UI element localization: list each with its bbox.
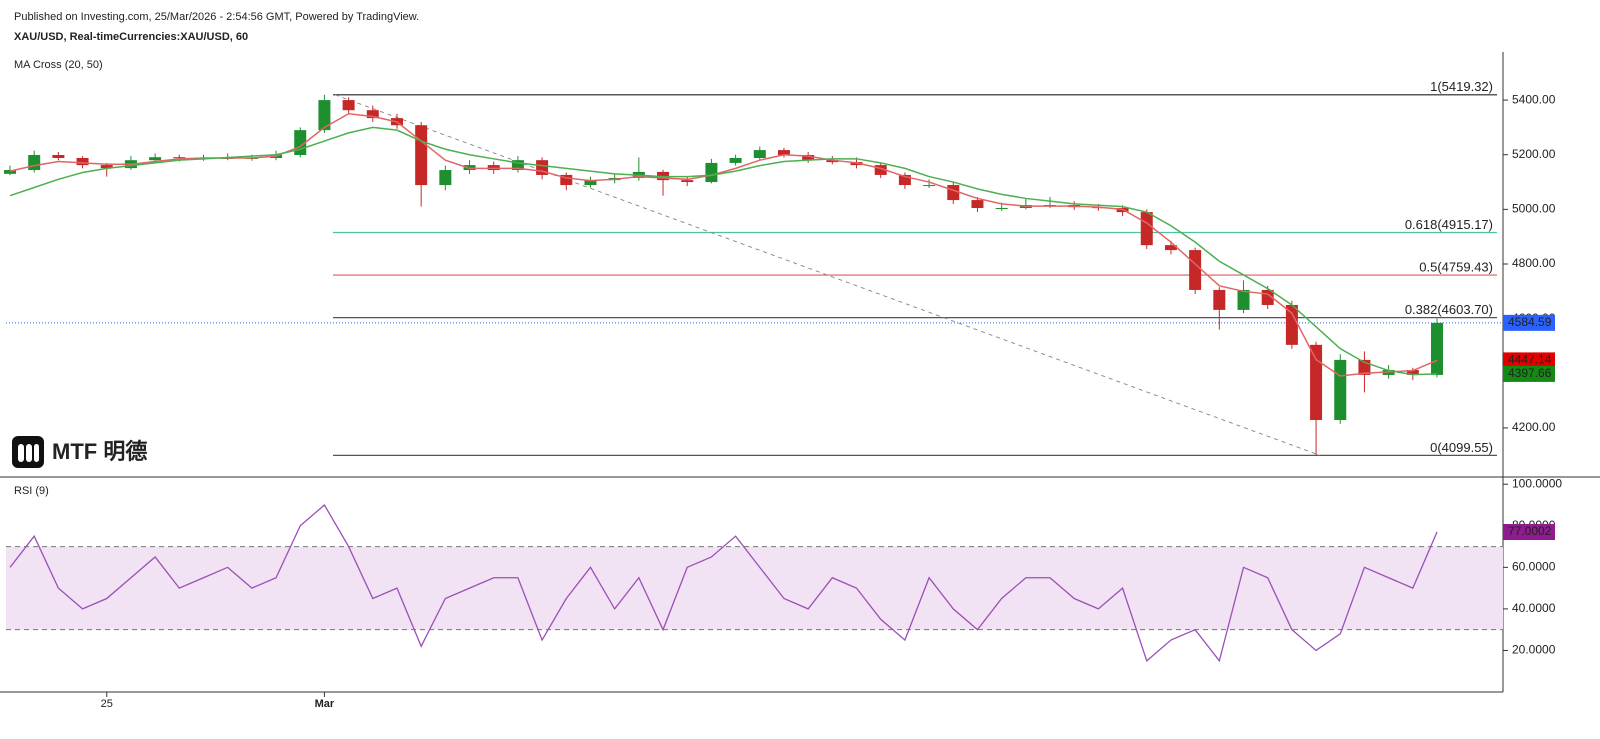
candle-body (1237, 289, 1250, 310)
candle-body (511, 160, 524, 171)
price-tag-label: 4584.59 (1508, 315, 1552, 329)
price-tag (1503, 524, 1555, 541)
ma-line (9, 126, 1438, 376)
candle-body (1164, 245, 1177, 251)
candle-body (1140, 212, 1153, 246)
candle-body (1431, 322, 1443, 375)
candle-body (874, 165, 887, 175)
published: Published on Investing.com, 25/Mar/2026 … (14, 11, 419, 23)
candle-body (560, 174, 573, 186)
price-tag (1503, 365, 1555, 382)
price-tag-label: 77.0002 (1508, 524, 1552, 538)
y-tick-label: 4200.00 (1512, 420, 1556, 434)
price-tag-label: 4397.66 (1508, 366, 1552, 380)
candle-body (415, 125, 428, 186)
ma-line (9, 112, 1438, 377)
candle-body (439, 170, 452, 186)
candle-body (995, 207, 1008, 209)
candle-body (898, 174, 911, 186)
logo: MTF 明德 (12, 436, 147, 468)
candle-body (1334, 359, 1347, 420)
candle-body (100, 165, 113, 169)
candle-body (584, 180, 597, 186)
fib-label: 0.618(4915.17) (1405, 217, 1493, 232)
candle-body (173, 157, 186, 159)
logo-text: MTF 明德 (52, 439, 147, 464)
candle-body (4, 170, 16, 174)
rsi-title: RSI (9) (14, 485, 49, 497)
x-tick-label: 25 (101, 698, 113, 710)
symbol: XAU/USD, Real-timeCurrencies:XAU/USD, 60 (14, 31, 248, 43)
y-tick-label: 4800.00 (1512, 256, 1556, 270)
logo-icon (26, 444, 32, 462)
y-tick-label: 40.0000 (1512, 601, 1556, 615)
y-tick-label: 5200.00 (1512, 147, 1556, 161)
candle-body (318, 100, 331, 131)
candle-body (52, 154, 65, 158)
candle-body (1285, 304, 1298, 345)
logo-icon (34, 444, 39, 462)
rsi-line (9, 504, 1438, 663)
candle-body (802, 154, 815, 161)
candle-body (463, 165, 476, 171)
candle-body (729, 158, 742, 163)
fib-label: 0(4099.55) (1430, 440, 1493, 455)
candle-body (487, 165, 500, 171)
rsi-band (6, 546, 1503, 630)
candle-body (777, 150, 790, 155)
price-tag (1503, 314, 1555, 331)
logo-icon (18, 444, 24, 462)
candle-body (342, 100, 355, 111)
fib-label: 1(5419.32) (1430, 79, 1493, 94)
y-tick-label: 5000.00 (1512, 202, 1556, 216)
candle-body (923, 185, 936, 187)
y-tick-label: 5400.00 (1512, 92, 1556, 106)
y-tick-label: 20.0000 (1512, 643, 1556, 657)
y-tick-label: 100.0000 (1512, 476, 1562, 490)
candle-body (947, 185, 960, 201)
candle-body (366, 110, 379, 119)
candle-body (705, 162, 718, 183)
x-tick-label: Mar (315, 698, 335, 710)
fib-label: 0.382(4603.70) (1405, 302, 1493, 317)
candle-body (1213, 289, 1226, 310)
candle-body (971, 200, 984, 208)
price-tag-label: 4447.14 (1508, 353, 1552, 367)
candle-body (826, 160, 839, 163)
candle-body (1189, 250, 1202, 290)
candle-body (76, 158, 89, 166)
y-tick-label: 60.0000 (1512, 560, 1556, 574)
candle-body (28, 154, 41, 171)
price-tag (1503, 352, 1555, 369)
ma-title: MA Cross (20, 50) (14, 59, 103, 71)
candle-body (1310, 344, 1323, 420)
candle-body (681, 180, 694, 183)
candle-body (1406, 370, 1419, 375)
candle-body (149, 157, 162, 161)
fib-trend (334, 94, 1321, 456)
fib-label: 0.5(4759.43) (1419, 260, 1493, 275)
candle-body (753, 150, 766, 158)
